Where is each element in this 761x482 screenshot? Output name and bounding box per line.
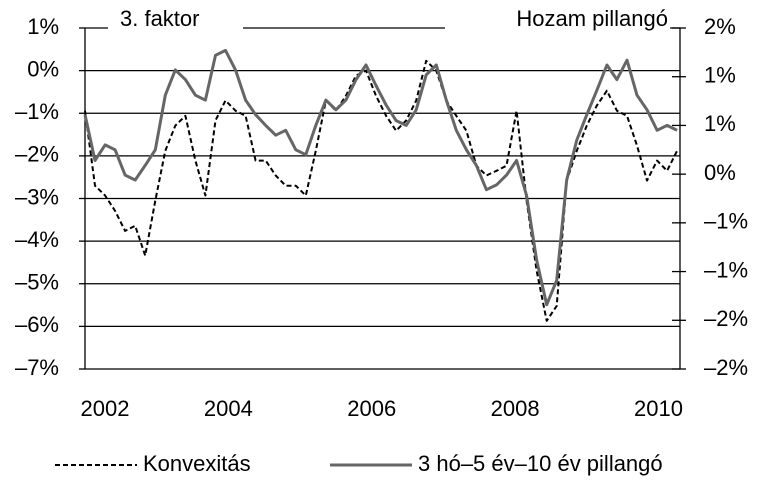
chart-title: 3. faktor: [120, 6, 199, 31]
y-tick-label: 1%: [27, 14, 59, 39]
y2-tick-label: 1%: [704, 111, 736, 136]
x-tick-label: 2004: [204, 396, 253, 421]
series-line: [84, 59, 678, 322]
y-tick-label: –3%: [15, 184, 59, 209]
y2-tick-label: 0%: [704, 160, 736, 185]
y-tick-label: –6%: [15, 312, 59, 337]
legend-label: Konvexitás: [143, 451, 251, 476]
y-tick-label: –2%: [15, 142, 59, 167]
y-tick-label: –5%: [15, 270, 59, 295]
legend-label: 3 hó–5 év–10 év pillangó: [418, 451, 663, 476]
subtitle-bg: [445, 14, 670, 42]
y2-tick-label: –2%: [704, 306, 748, 331]
y-tick-label: 0%: [27, 56, 59, 81]
y-tick-label: –4%: [15, 227, 59, 252]
y2-tick-label: 2%: [704, 14, 736, 39]
x-tick-label: 2010: [634, 396, 683, 421]
y2-tick-label: –1%: [704, 257, 748, 282]
title-bg: [108, 14, 243, 42]
x-tick-label: 2002: [81, 396, 130, 421]
x-tick-label: 2008: [491, 396, 540, 421]
y2-tick-label: –2%: [704, 355, 748, 380]
series-line: [83, 48, 678, 307]
y2-tick-label: –1%: [704, 209, 748, 234]
y-tick-label: –1%: [15, 99, 59, 124]
y2-tick-label: 1%: [704, 63, 736, 88]
y-tick-label: –7%: [15, 355, 59, 380]
x-tick-label: 2006: [347, 396, 396, 421]
chart-subtitle: Hozam pillangó: [516, 6, 668, 31]
